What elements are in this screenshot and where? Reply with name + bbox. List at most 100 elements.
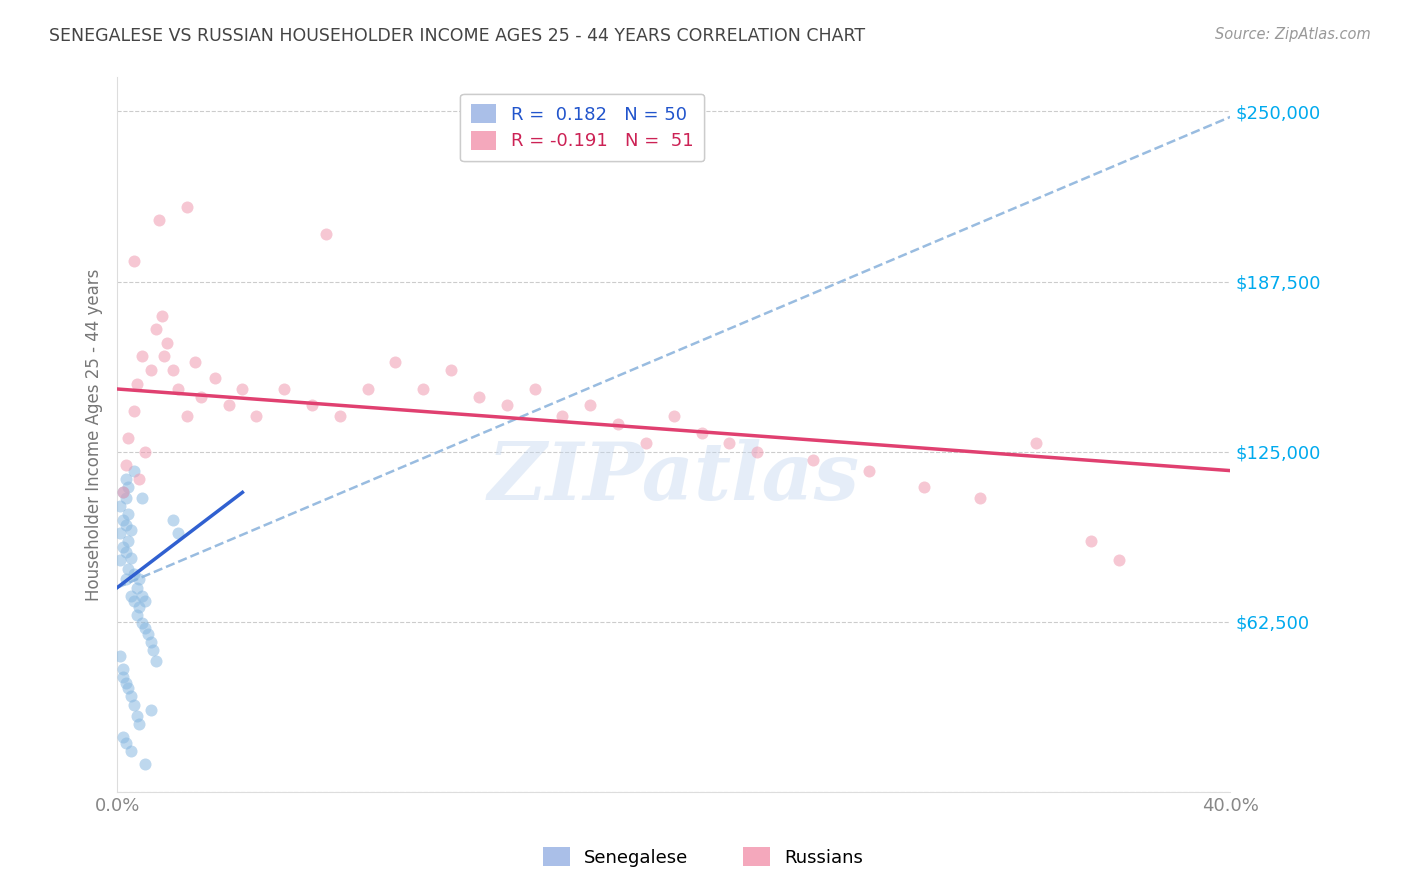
Point [122,464,145,478]
Point [329,409,352,424]
Point [190,390,212,404]
Point [108,553,131,567]
Point [114,518,136,533]
Point [128,472,150,486]
Point [858,464,880,478]
Point [356,382,378,396]
Point [122,698,145,712]
Point [139,363,162,377]
Point [122,403,145,417]
Point [1108,553,1130,567]
Point [114,676,136,690]
Point [108,499,131,513]
Point [167,526,190,541]
Point [111,513,134,527]
Point [114,736,136,750]
Legend: Senegalese, Russians: Senegalese, Russians [536,840,870,874]
Point [114,573,136,587]
Point [150,309,173,323]
Point [131,615,153,630]
Point [153,349,176,363]
Point [134,444,156,458]
Point [114,545,136,559]
Point [523,382,546,396]
Point [120,589,142,603]
Point [912,480,935,494]
Point [120,690,142,704]
Point [125,376,148,391]
Point [1025,436,1047,450]
Point [139,703,162,717]
Point [114,491,136,505]
Point [718,436,741,450]
Point [131,589,153,603]
Point [108,648,131,663]
Point [122,254,145,268]
Text: Source: ZipAtlas.com: Source: ZipAtlas.com [1215,27,1371,42]
Point [495,398,517,412]
Point [111,662,134,676]
Point [120,550,142,565]
Point [114,472,136,486]
Point [128,599,150,614]
Point [111,731,134,745]
Point [204,371,226,385]
Point [125,607,148,622]
Point [117,480,139,494]
Point [134,757,156,772]
Point [120,524,142,538]
Text: SENEGALESE VS RUSSIAN HOUSEHOLDER INCOME AGES 25 - 44 YEARS CORRELATION CHART: SENEGALESE VS RUSSIAN HOUSEHOLDER INCOME… [49,27,865,45]
Point [145,322,167,336]
Point [117,681,139,696]
Point [117,561,139,575]
Point [468,390,491,404]
Point [111,485,134,500]
Point [273,382,295,396]
Point [801,452,824,467]
Point [117,507,139,521]
Point [108,526,131,541]
Point [111,670,134,684]
Point [122,567,145,582]
Point [218,398,240,412]
Point [440,363,463,377]
Point [142,643,165,657]
Point [125,581,148,595]
Point [131,349,153,363]
Point [117,431,139,445]
Point [690,425,713,440]
Point [167,382,190,396]
Point [634,436,657,450]
Point [134,594,156,608]
Point [176,409,198,424]
Text: ZIPatlas: ZIPatlas [488,439,860,516]
Point [551,409,574,424]
Point [412,382,434,396]
Point [125,708,148,723]
Point [162,513,184,527]
Point [162,363,184,377]
Point [384,355,406,369]
Point [301,398,323,412]
Point [176,200,198,214]
Point [145,654,167,668]
Point [579,398,602,412]
Point [131,491,153,505]
Point [128,573,150,587]
Point [128,716,150,731]
Point [111,540,134,554]
Legend: R =  0.182   N = 50, R = -0.191   N =  51: R = 0.182 N = 50, R = -0.191 N = 51 [460,94,704,161]
Point [315,227,337,241]
Point [136,627,159,641]
Point [111,485,134,500]
Point [747,444,769,458]
Point [231,382,253,396]
Point [245,409,267,424]
Point [117,534,139,549]
Point [969,491,991,505]
Point [607,417,630,432]
Point [1080,534,1102,549]
Point [156,335,179,350]
Point [139,635,162,649]
Point [148,213,170,227]
